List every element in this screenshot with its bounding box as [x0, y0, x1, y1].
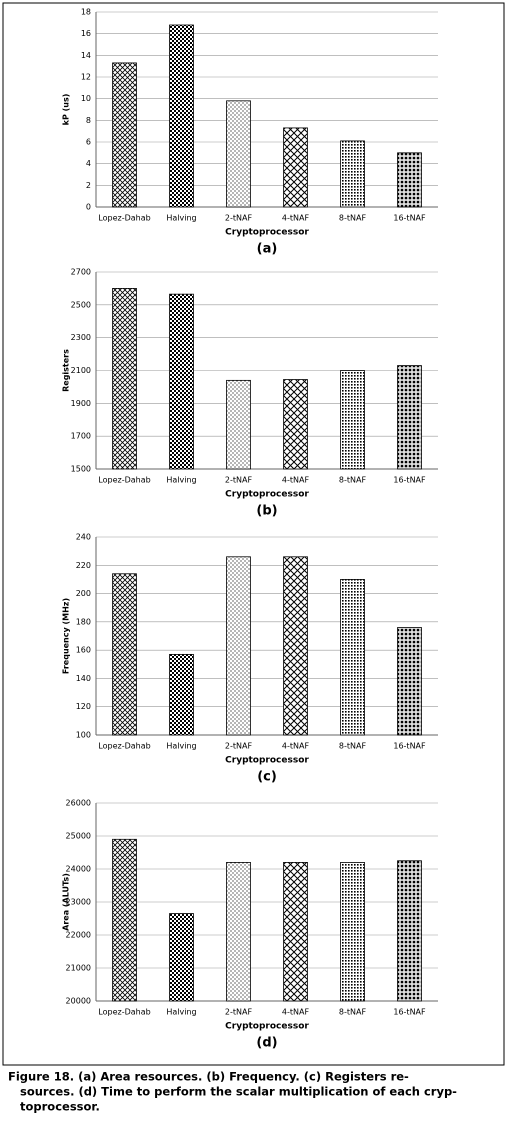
x-tick-label: Halving: [166, 476, 196, 485]
bar: [226, 862, 251, 1002]
y-tick-label: 23000: [66, 898, 91, 907]
bar: [283, 127, 308, 208]
bar: [169, 24, 194, 208]
x-tick-label: 2-tNAF: [225, 742, 253, 751]
bar: [283, 556, 308, 736]
y-tick-label: 1700: [71, 432, 91, 441]
x-axis-label: Cryptoprocessor: [225, 1022, 309, 1032]
y-tick-label: 2700: [71, 268, 91, 277]
x-tick-label: 8-tNAF: [339, 214, 367, 223]
panel-label: (a): [257, 242, 278, 257]
bar: [112, 288, 137, 470]
bar: [226, 100, 251, 208]
caption-line: Figure 18. (a) Area resources. (b) Frequ…: [8, 1070, 409, 1084]
y-tick-label: 14: [81, 51, 91, 60]
bar: [226, 379, 251, 470]
x-tick-label: Lopez-Dahab: [98, 214, 150, 223]
y-tick-label: 2500: [71, 300, 91, 309]
figure-border: [2, 2, 505, 1066]
y-tick-label: 25000: [66, 832, 91, 841]
x-tick-label: 16-tNAF: [393, 742, 426, 751]
y-tick-label: 180: [76, 617, 91, 626]
y-tick-label: 4: [86, 159, 91, 168]
x-tick-label: Lopez-Dahab: [98, 742, 150, 751]
x-tick-label: 2-tNAF: [225, 476, 253, 485]
y-tick-label: 0: [86, 203, 91, 212]
x-axis-label: Cryptoprocessor: [225, 490, 309, 500]
y-tick-label: 2300: [71, 333, 91, 342]
y-tick-label: 22000: [66, 931, 91, 940]
y-tick-label: 20000: [66, 997, 91, 1006]
bar: [169, 293, 194, 470]
panel-label: (d): [256, 1036, 277, 1051]
bar: [169, 653, 194, 736]
x-tick-label: Halving: [166, 214, 196, 223]
y-axis-label: kP (us): [62, 94, 71, 126]
x-tick-label: 16-tNAF: [393, 1008, 426, 1017]
y-tick-label: 2100: [71, 366, 91, 375]
x-tick-label: 4-tNAF: [282, 742, 310, 751]
y-axis-label: Frequency (MHz): [62, 598, 71, 674]
y-tick-label: 24000: [66, 865, 91, 874]
x-tick-label: Lopez-Dahab: [98, 476, 150, 485]
caption-line: toprocessor.: [20, 1100, 100, 1114]
y-tick-label: 8: [86, 116, 91, 125]
y-tick-label: 140: [76, 674, 91, 683]
x-tick-label: 16-tNAF: [393, 476, 426, 485]
x-tick-label: 4-tNAF: [282, 1008, 310, 1017]
x-tick-label: Lopez-Dahab: [98, 1008, 150, 1017]
bar: [112, 573, 137, 736]
bar: [340, 140, 365, 208]
y-tick-label: 16: [81, 29, 91, 38]
x-tick-label: Halving: [166, 1008, 196, 1017]
y-tick-label: 220: [76, 561, 91, 570]
y-tick-label: 21000: [66, 964, 91, 973]
y-tick-label: 200: [76, 589, 91, 598]
bar: [397, 627, 422, 736]
y-tick-label: 240: [76, 533, 91, 542]
bar: [283, 862, 308, 1002]
y-tick-label: 1500: [71, 465, 91, 474]
bar: [283, 379, 308, 470]
x-tick-label: 2-tNAF: [225, 1008, 253, 1017]
y-tick-label: 12: [81, 73, 91, 82]
bar: [397, 365, 422, 470]
x-tick-label: Halving: [166, 742, 196, 751]
bar: [112, 62, 137, 208]
y-tick-label: 10: [81, 94, 91, 103]
y-axis-label: Registers: [62, 349, 71, 392]
y-tick-label: 18: [81, 8, 91, 17]
bar: [112, 838, 137, 1002]
x-tick-label: 8-tNAF: [339, 476, 367, 485]
x-axis-label: Cryptoprocessor: [225, 228, 309, 238]
x-tick-label: 4-tNAF: [282, 214, 310, 223]
y-tick-label: 6: [86, 138, 91, 147]
panel-label: (c): [257, 770, 277, 785]
bar: [169, 913, 194, 1002]
bar: [340, 370, 365, 470]
x-tick-label: 16-tNAF: [393, 214, 426, 223]
caption-line: sources. (d) Time to perform the scalar …: [20, 1085, 457, 1099]
x-tick-label: 8-tNAF: [339, 1008, 367, 1017]
panel-label: (b): [256, 504, 277, 519]
x-tick-label: 2-tNAF: [225, 214, 253, 223]
y-tick-label: 160: [76, 646, 91, 655]
x-tick-label: 4-tNAF: [282, 476, 310, 485]
y-tick-label: 2: [86, 181, 91, 190]
y-tick-label: 120: [76, 702, 91, 711]
bar: [340, 579, 365, 736]
y-tick-label: 26000: [66, 799, 91, 808]
y-tick-label: 1900: [71, 399, 91, 408]
x-tick-label: 8-tNAF: [339, 742, 367, 751]
y-axis-label: Area (ALUTs): [62, 873, 71, 931]
bar: [340, 862, 365, 1002]
bar: [226, 556, 251, 736]
bar: [397, 860, 422, 1002]
y-tick-label: 100: [76, 731, 91, 740]
bar: [397, 152, 422, 208]
x-axis-label: Cryptoprocessor: [225, 756, 309, 766]
